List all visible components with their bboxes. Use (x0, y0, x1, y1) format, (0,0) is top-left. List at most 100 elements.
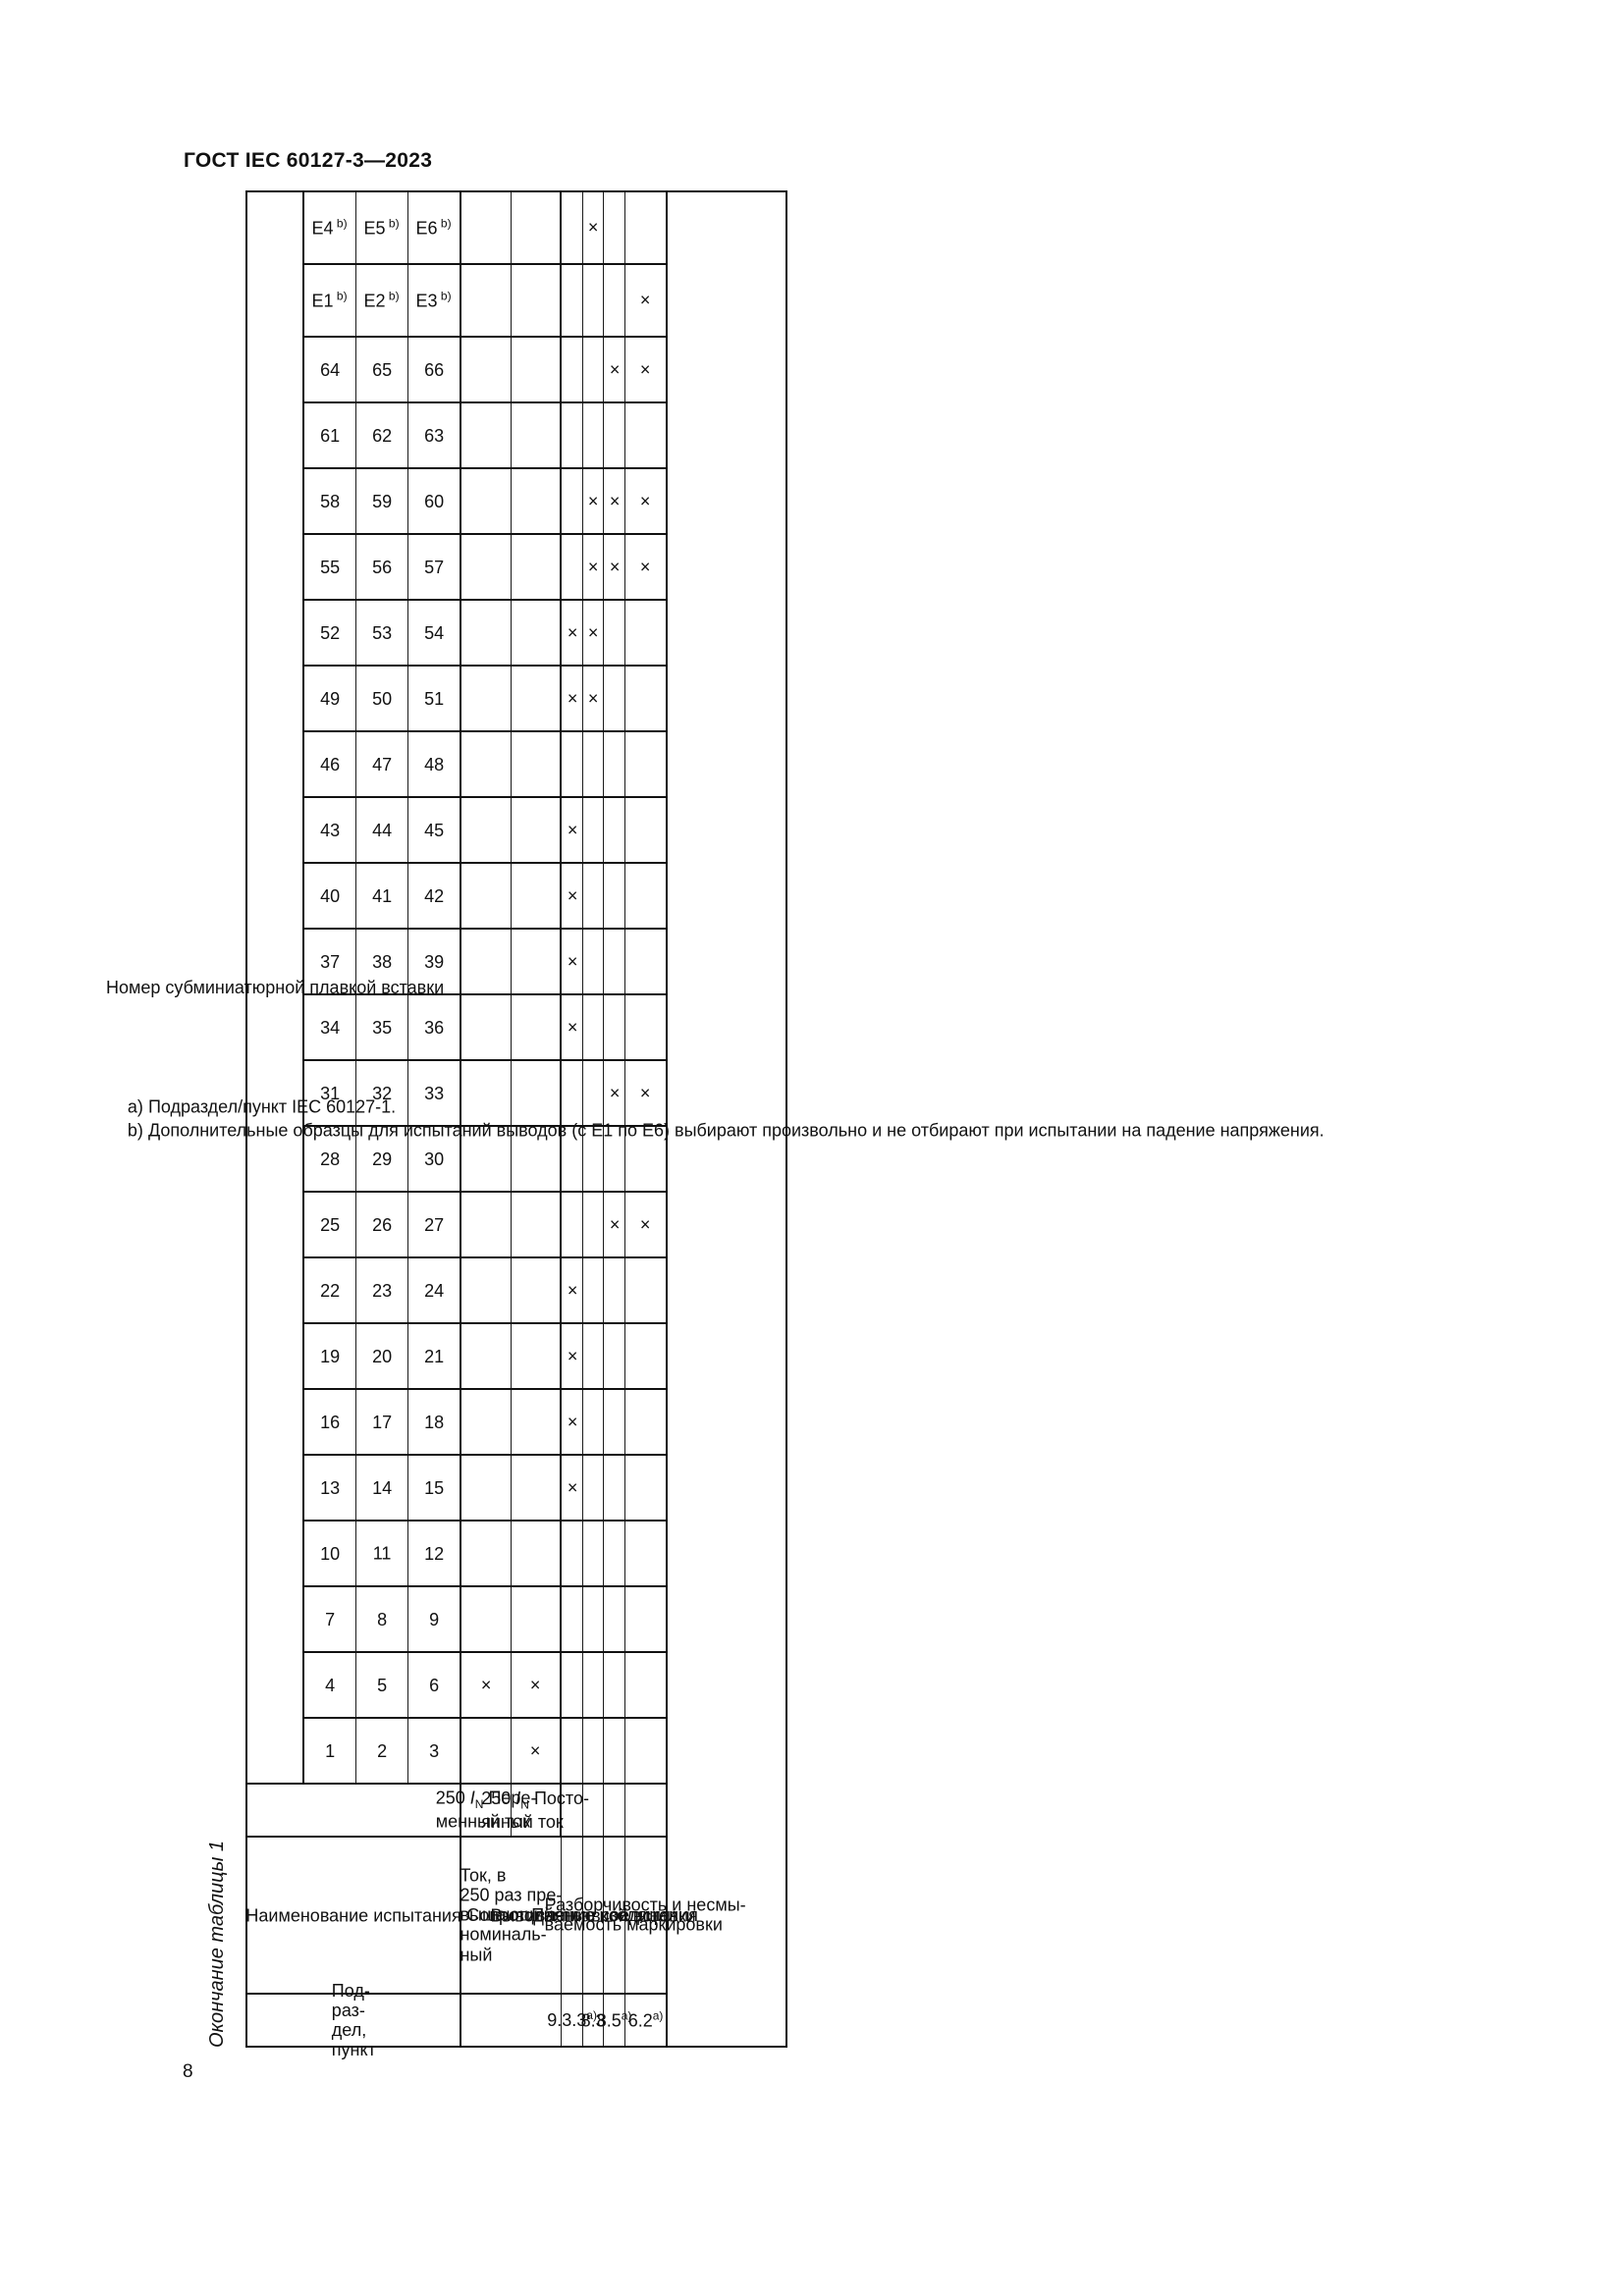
mark-cell-empty (603, 1257, 625, 1323)
mark-cell-empty (511, 1455, 562, 1521)
mark-cell-empty (460, 1718, 512, 1784)
row-current-spacer (603, 1784, 625, 1837)
specimen-number-header: 2 (355, 1718, 408, 1784)
mark-cell-empty (603, 731, 625, 797)
mark-cell-empty (582, 1257, 604, 1323)
row-current-spacer (624, 1784, 667, 1837)
mark-cell-empty (624, 402, 667, 468)
specimen-number-header: 45 (407, 797, 460, 863)
mark-cell-empty (603, 1586, 625, 1652)
col-header-current-spacer (246, 1784, 460, 1837)
mark-cell-empty (460, 863, 512, 929)
mark-cell-empty (511, 797, 562, 863)
mark-cell-empty (561, 731, 583, 797)
mark-cell-empty (624, 863, 667, 929)
specimen-number-header: 55 (303, 534, 356, 600)
table-note: a) Подраздел/пункт IEC 60127-1. (128, 1096, 397, 1117)
specimen-number-header: 22 (303, 1257, 356, 1323)
mark-cell-empty (561, 1192, 583, 1257)
specimen-number-header: 14 (355, 1455, 408, 1521)
table-notes-row: a) Подраздел/пункт IEC 60127-1. b) Дополн… (128, 190, 1325, 2047)
specimen-number-header: 50 (355, 666, 408, 731)
mark-cell-empty (561, 468, 583, 534)
mark-cell-empty (561, 534, 583, 600)
table-note: b) Дополнительные образцы для испытаний … (128, 1120, 1325, 1141)
mark-cell-empty (561, 264, 583, 337)
specimen-number-header: 4 (303, 1652, 356, 1718)
mark-cell-x: × (561, 797, 583, 863)
specimen-number-header: 10 (303, 1521, 356, 1586)
row-subclause: 8.5a) (597, 1994, 632, 2047)
specimen-number-header: 34 (303, 994, 356, 1060)
col-header-subclause: Под-раз-дел, пункт (246, 1981, 460, 2059)
mark-cell-empty (460, 1521, 512, 1586)
specimen-number-header: 52 (303, 600, 356, 666)
mark-cell-empty (460, 1455, 512, 1521)
mark-cell-empty (561, 402, 583, 468)
specimen-number-header: 42 (407, 863, 460, 929)
mark-cell-x: × (511, 1652, 562, 1718)
mark-cell-empty (624, 797, 667, 863)
specimen-number-header: 13 (303, 1455, 356, 1521)
specimen-number-header: 23 (355, 1257, 408, 1323)
mark-cell-empty (460, 929, 512, 994)
specimen-number-header: 59 (355, 468, 408, 534)
mark-cell-x: × (561, 1455, 583, 1521)
mark-cell-x: × (561, 666, 583, 731)
mark-cell-x: × (561, 1323, 583, 1389)
mark-cell-x: × (561, 994, 583, 1060)
specimen-number-header: 17 (355, 1389, 408, 1455)
mark-cell-empty (460, 468, 512, 534)
mark-cell-empty (460, 534, 512, 600)
mark-cell-empty (582, 1455, 604, 1521)
specimen-number-header: 27 (407, 1192, 460, 1257)
mark-cell-x: × (561, 929, 583, 994)
mark-cell-empty (624, 1586, 667, 1652)
mark-cell-empty (624, 1257, 667, 1323)
mark-cell-empty (603, 264, 625, 337)
specimen-number-header: E5 b) (355, 190, 408, 264)
mark-cell-empty (603, 929, 625, 994)
mark-cell-empty (561, 1652, 583, 1718)
mark-cell-empty (460, 994, 512, 1060)
mark-cell-empty (603, 190, 625, 264)
mark-cell-empty (603, 1455, 625, 1521)
mark-cell-empty (511, 534, 562, 600)
specimen-number-header: 61 (303, 402, 356, 468)
table-notes: a) Подраздел/пункт IEC 60127-1. b) Дополн… (128, 190, 1325, 2047)
specimen-number-header: 35 (355, 994, 408, 1060)
mark-cell-empty (603, 1389, 625, 1455)
mark-cell-empty (511, 264, 562, 337)
mark-cell-x: × (561, 600, 583, 666)
mark-cell-empty (460, 1389, 512, 1455)
mark-cell-empty (582, 1586, 604, 1652)
specimen-number-header: 65 (355, 337, 408, 402)
mark-cell-empty (460, 402, 512, 468)
mark-cell-x: × (561, 1389, 583, 1455)
specimen-number-header: 51 (407, 666, 460, 731)
mark-cell-empty (582, 1652, 604, 1718)
mark-cell-empty (582, 994, 604, 1060)
row-subclause: 9.3.3a) (547, 1994, 597, 2047)
specimen-number-header: 54 (407, 600, 460, 666)
running-head: ГОСТ IEC 60127-3—2023 (184, 149, 433, 172)
specimen-number-header: 60 (407, 468, 460, 534)
mark-cell-x: × (624, 264, 667, 337)
mark-cell-x: × (561, 1257, 583, 1323)
mark-cell-empty (511, 1389, 562, 1455)
mark-cell-empty (582, 402, 604, 468)
specimen-number-header: 19 (303, 1323, 356, 1389)
specimen-number-header: 48 (407, 731, 460, 797)
specimen-number-header: 16 (303, 1389, 356, 1455)
mark-cell-empty (624, 1521, 667, 1586)
mark-cell-empty (460, 1257, 512, 1323)
specimen-number-header: 41 (355, 863, 408, 929)
row-subclause: 6.2a) (624, 1994, 667, 2047)
specimen-number-header: 62 (355, 402, 408, 468)
mark-cell-empty (582, 863, 604, 929)
mark-cell-empty (460, 337, 512, 402)
mark-cell-empty (582, 1192, 604, 1257)
mark-cell-empty (624, 1652, 667, 1718)
mark-cell-empty (624, 1323, 667, 1389)
specimen-number-header: 64 (303, 337, 356, 402)
